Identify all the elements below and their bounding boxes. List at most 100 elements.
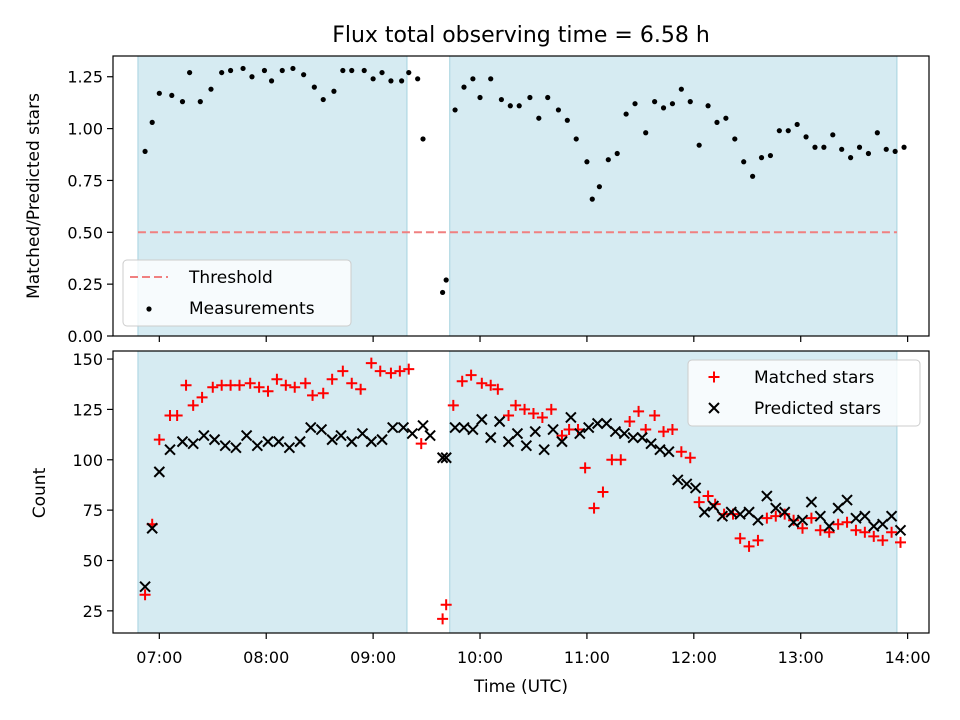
measurement-point (660, 105, 667, 111)
predicted-star-point (627, 431, 639, 444)
y-tick-label: 150 (72, 350, 103, 369)
measurement-point (227, 67, 234, 74)
predicted-star-point (511, 427, 524, 440)
legend: Threshold Measurements (122, 259, 352, 327)
measurement-point (301, 72, 307, 78)
matched-star-point (693, 496, 705, 508)
legend: Matched stars Predicted stars (687, 359, 921, 427)
matched-star-point (519, 403, 531, 415)
x-tick-label: 07:00 (136, 648, 182, 667)
predicted-star-point (335, 429, 347, 442)
legend-label: Threshold (188, 268, 273, 288)
matched-star-point (886, 526, 898, 538)
matched-star-point (868, 530, 880, 542)
matched-star-point (307, 389, 319, 401)
matched-star-point (658, 426, 670, 438)
predicted-star-point (493, 415, 506, 428)
predicted-star-point (680, 478, 693, 490)
matched-star-point (415, 438, 427, 450)
predicted-star-point (787, 516, 800, 528)
predicted-star-point (850, 512, 862, 524)
predicted-star-point (574, 427, 586, 440)
predicted-star-point (449, 421, 461, 434)
measurement-point (785, 128, 791, 134)
measurement-point (848, 155, 854, 161)
matched-star-point (207, 381, 219, 393)
matched-star-point (624, 416, 636, 427)
measurement-point (605, 157, 611, 163)
matched-star-point (492, 383, 504, 395)
predicted-star-point (600, 417, 613, 430)
matched-star-point (545, 403, 557, 415)
predicted-star-point (538, 443, 550, 456)
measurement-point (750, 173, 756, 179)
measurement-point (279, 67, 285, 74)
y-tick-label: 0.75 (67, 171, 103, 190)
predicted-star-point (283, 441, 296, 454)
predicted-star-point (885, 510, 898, 522)
y-tick-label: 100 (72, 451, 103, 470)
matched-star-point (262, 385, 274, 397)
measurement-point (268, 78, 275, 84)
measurement-point (516, 103, 522, 109)
predicted-star-point (894, 524, 907, 536)
matched-star-point (485, 379, 497, 391)
predicted-star-point (832, 502, 844, 514)
predicted-star-point (591, 417, 604, 430)
matched-star-point (734, 532, 746, 544)
matched-star-point (797, 522, 809, 534)
legend-swatch-measurements (146, 306, 152, 312)
predicted-star-point (565, 411, 577, 424)
measurement-point (470, 76, 476, 82)
measurement-point (488, 76, 494, 82)
measurement-point (156, 90, 162, 96)
predicted-star-point (778, 506, 791, 518)
matched-star-point (649, 409, 661, 421)
predicted-star-point (547, 423, 559, 436)
predicted-star-point (458, 421, 470, 434)
bottom-y-axis-label: Count (30, 467, 50, 518)
x-axis-label: Time (UTC) (473, 677, 568, 697)
measurement-point (573, 136, 579, 142)
matched-star-point (271, 373, 283, 385)
measurement-point (589, 196, 595, 202)
legend-swatch-matched (708, 371, 720, 383)
matched-star-point (633, 405, 645, 417)
predicted-star-point (139, 580, 151, 593)
count-panel: 25 50 75 100 125 150 07:00 08:00 09:00 10:00 11:00… (72, 350, 930, 667)
predicted-star-point (485, 431, 497, 444)
predicted-star-point (841, 494, 853, 506)
predicted-star-point (187, 437, 199, 450)
measurement-point (536, 115, 542, 121)
measurement-point (687, 99, 693, 105)
matched-star-point (465, 369, 477, 381)
matched-star-point (317, 387, 329, 399)
measurement-point (388, 78, 394, 84)
legend-label: Predicted stars (754, 399, 881, 419)
measurement-point (732, 136, 738, 142)
matched-star-point (684, 452, 696, 464)
measurement-point (219, 69, 225, 76)
predicted-star-point (346, 435, 358, 448)
y-tick-label: 50 (83, 551, 103, 570)
measurement-point (794, 121, 800, 128)
predicted-star-point (520, 439, 533, 452)
predicted-star-point (618, 427, 631, 440)
measurement-point (179, 99, 186, 105)
y-tick-label: 75 (83, 501, 103, 520)
x-tick-label: 10:00 (457, 648, 503, 667)
matched-star-point (850, 524, 862, 536)
ratio-panel: 0.00 0.25 0.50 0.75 1.00 1.25 Threshold Measure… (67, 55, 930, 346)
predicted-star-point (859, 510, 871, 522)
matched-star-point (588, 502, 600, 514)
measurement-point (812, 144, 818, 150)
matched-star-point (536, 411, 548, 423)
matched-star-point (779, 508, 791, 520)
measurement-point (149, 119, 155, 125)
predicted-star-point (868, 520, 880, 532)
measurement-point (564, 117, 570, 123)
x-tick-label: 12:00 (671, 648, 717, 667)
predicted-star-point (356, 427, 369, 440)
predicted-star-point (636, 431, 648, 444)
plot-frame (112, 350, 930, 634)
